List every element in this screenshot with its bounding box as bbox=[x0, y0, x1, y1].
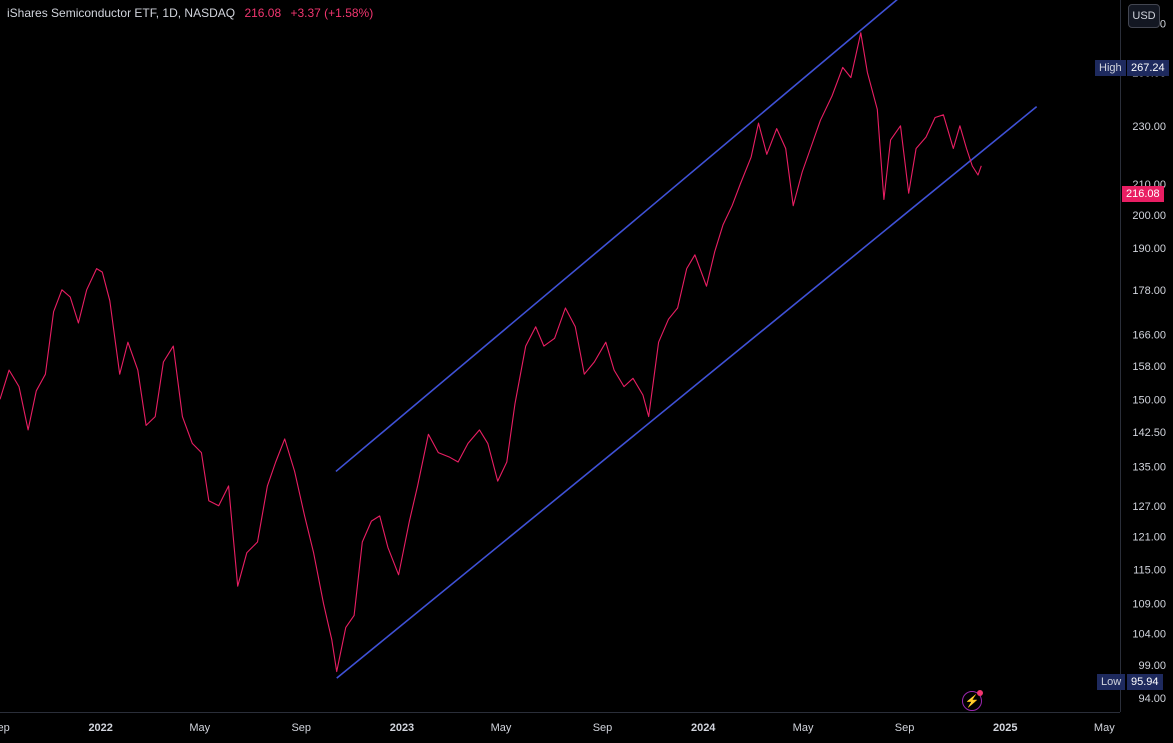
time-axis[interactable] bbox=[0, 712, 1120, 743]
y-tick-label: 166.00 bbox=[1132, 329, 1166, 341]
low-marker-value: 95.94 bbox=[1127, 674, 1163, 690]
symbol-label: iShares Semiconductor ETF, 1D, NASDAQ bbox=[7, 6, 236, 20]
x-tick-label: May bbox=[1094, 722, 1115, 734]
price-axis[interactable] bbox=[1120, 0, 1173, 712]
y-tick-label: 142.50 bbox=[1132, 427, 1166, 439]
x-tick-label: Sep bbox=[291, 722, 311, 734]
y-tick-label: 178.00 bbox=[1132, 285, 1166, 297]
lightning-bolt-icon[interactable]: ⚡ bbox=[962, 691, 982, 711]
y-tick-label: 135.00 bbox=[1132, 462, 1166, 474]
y-tick-label: 230.00 bbox=[1132, 121, 1166, 133]
x-tick-label: Sep bbox=[895, 722, 915, 734]
y-tick-label: 115.00 bbox=[1133, 564, 1166, 576]
y-tick-label: 200.00 bbox=[1132, 210, 1166, 222]
y-tick-label: 94.00 bbox=[1138, 693, 1166, 705]
last-price: 216.08 bbox=[244, 6, 282, 20]
y-tick-label: 158.00 bbox=[1132, 361, 1166, 373]
x-tick-label: 2025 bbox=[993, 722, 1017, 734]
x-tick-label: May bbox=[189, 722, 210, 734]
channel-upper-line bbox=[335, 0, 898, 473]
currency-button[interactable]: USD bbox=[1128, 4, 1160, 28]
x-tick-label: May bbox=[793, 722, 814, 734]
low-marker-label: Low bbox=[1097, 674, 1126, 690]
y-tick-label: 99.00 bbox=[1138, 660, 1166, 672]
price-line bbox=[0, 32, 982, 673]
symbol-header: iShares Semiconductor ETF, 1D, NASDAQ 21… bbox=[7, 6, 373, 20]
notification-dot bbox=[977, 690, 983, 696]
x-tick-label: Sep bbox=[593, 722, 613, 734]
y-tick-label: 190.00 bbox=[1132, 243, 1166, 255]
channel-lower-line bbox=[336, 106, 1038, 679]
y-tick-label: 109.00 bbox=[1132, 599, 1166, 611]
y-tick-label: 121.00 bbox=[1132, 532, 1166, 544]
x-tick-label: 2024 bbox=[691, 722, 716, 734]
y-tick-label: 150.00 bbox=[1132, 394, 1166, 406]
y-tick-label: 127.00 bbox=[1132, 501, 1166, 513]
x-tick-label: Sep bbox=[0, 722, 10, 734]
high-marker-value: 267.24 bbox=[1127, 60, 1169, 76]
x-tick-label: 2022 bbox=[88, 722, 112, 734]
last-price-tag: 216.08 bbox=[1122, 186, 1164, 202]
x-tick-label: 2023 bbox=[390, 722, 414, 734]
price-change: +3.37 (+1.58%) bbox=[290, 6, 374, 20]
x-tick-label: May bbox=[491, 722, 512, 734]
high-marker-label: High bbox=[1095, 60, 1126, 76]
y-tick-label: 104.00 bbox=[1132, 629, 1166, 641]
